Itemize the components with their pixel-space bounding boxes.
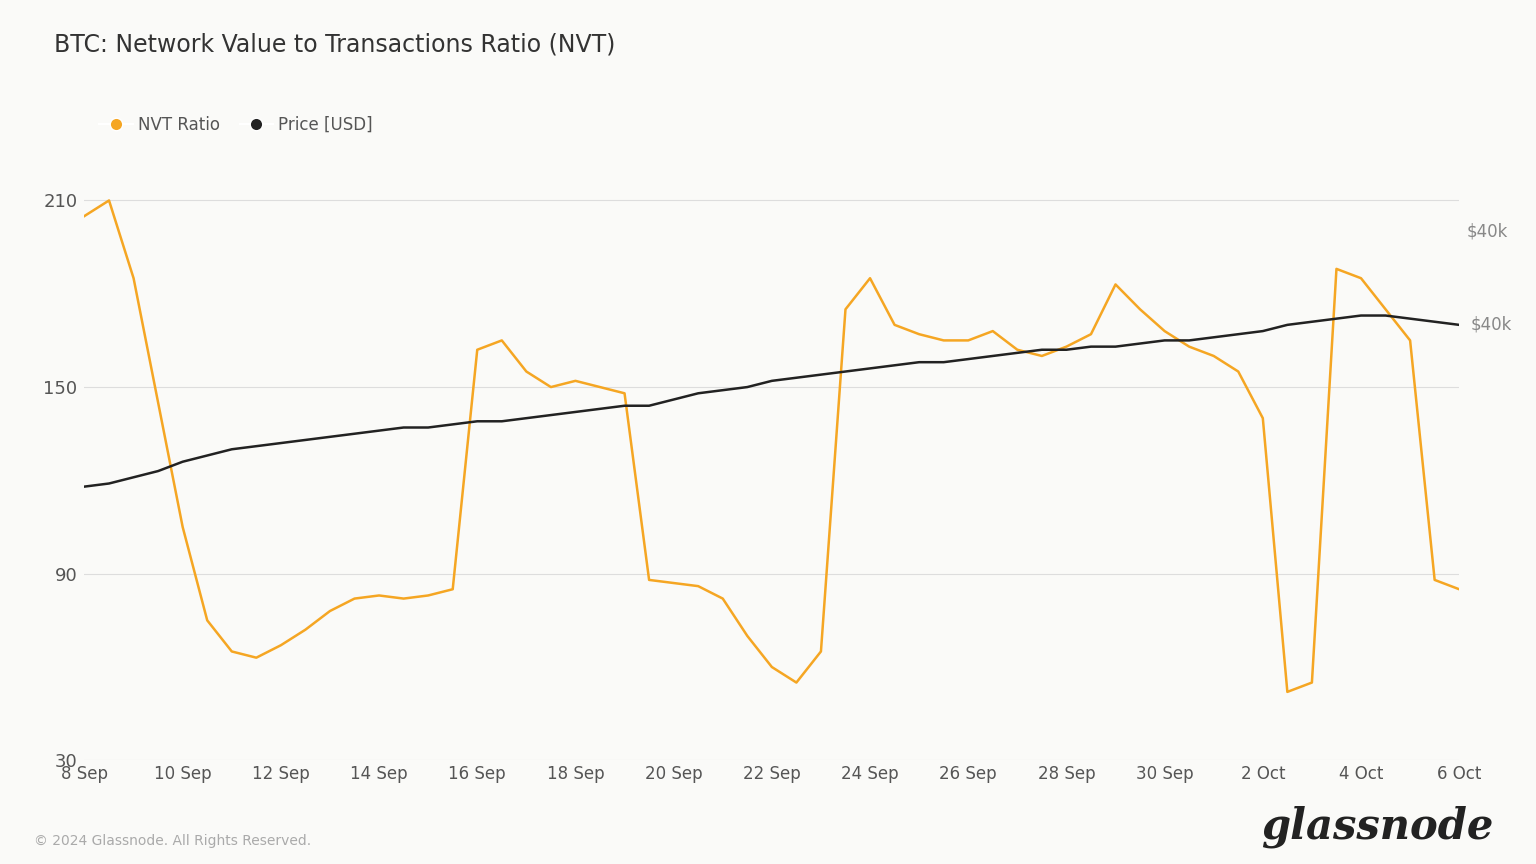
Text: BTC: Network Value to Transactions Ratio (NVT): BTC: Network Value to Transactions Ratio… [54,32,614,56]
Text: glassnode: glassnode [1261,806,1493,848]
Text: $40k: $40k [1470,316,1511,334]
Legend: NVT Ratio, Price [USD]: NVT Ratio, Price [USD] [92,109,379,141]
Text: $40k: $40k [1467,223,1507,240]
Text: © 2024 Glassnode. All Rights Reserved.: © 2024 Glassnode. All Rights Reserved. [34,835,310,848]
